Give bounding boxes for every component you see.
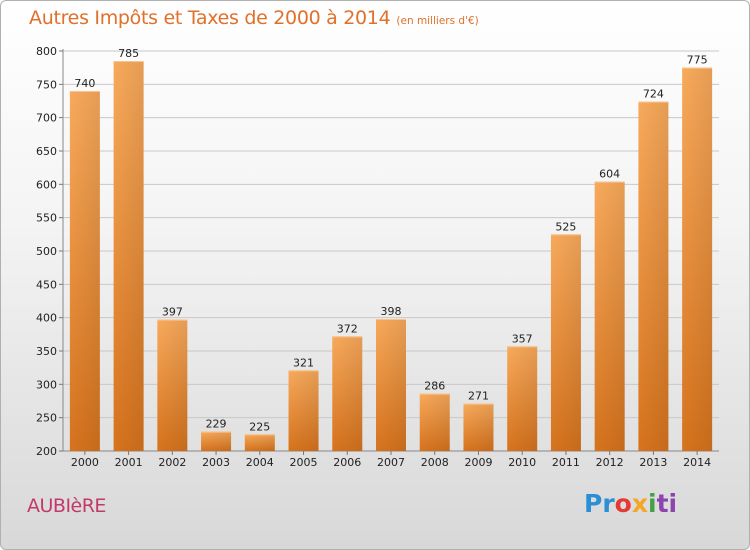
x-tick-label: 2000 <box>71 456 99 469</box>
bar-shade <box>332 336 363 451</box>
bar-group <box>638 101 669 452</box>
y-tick-label: 750 <box>36 78 57 91</box>
city-name: AUBIèRE <box>27 495 106 517</box>
data-label: 785 <box>118 47 139 60</box>
data-label: 271 <box>468 390 489 403</box>
x-tick-label: 2014 <box>683 456 711 469</box>
bar-group <box>244 434 275 451</box>
x-tick-label: 2010 <box>508 456 536 469</box>
data-label: 229 <box>206 418 227 431</box>
bar-shade <box>157 319 188 451</box>
x-tick-label: 2001 <box>115 456 143 469</box>
bar-shade <box>638 101 669 452</box>
chart-title-block: Autres Impôts et Taxes de 2000 à 2014 (en… <box>29 7 479 29</box>
y-tick-label: 250 <box>36 412 57 425</box>
brand-part: ti <box>656 489 678 518</box>
axes: 200 250 300 350 400 450 500 550 600 650 700 750 800 2… <box>36 45 719 469</box>
data-label: 397 <box>162 306 183 319</box>
x-tick-label: 2013 <box>639 456 667 469</box>
bar-group <box>376 319 406 451</box>
y-tick-label: 200 <box>36 445 57 458</box>
bar-group <box>332 336 363 451</box>
x-tick-label: 2002 <box>158 456 186 469</box>
y-tick-label: 300 <box>36 378 57 391</box>
bar-shade <box>201 431 232 451</box>
bar-shade <box>419 393 450 451</box>
bar-group <box>201 431 232 451</box>
x-tick-label: 2003 <box>202 456 230 469</box>
data-label: 740 <box>74 77 95 90</box>
chart-subtitle: (en milliers d'€) <box>396 15 479 27</box>
y-tick-label: 550 <box>36 212 57 225</box>
x-tick-label: 2004 <box>246 456 274 469</box>
bar-group <box>157 319 188 451</box>
bar-group <box>463 403 494 451</box>
y-tick-label: 800 <box>36 45 57 58</box>
data-label: 398 <box>381 305 402 318</box>
data-label: 357 <box>512 332 533 345</box>
x-tick-label: 2007 <box>377 456 405 469</box>
y-tick-label: 500 <box>36 245 57 258</box>
bar-shade <box>288 370 319 451</box>
data-label: 724 <box>643 88 664 101</box>
data-label: 372 <box>337 322 358 335</box>
data-labels: 740 785 397 229 225 321 372 398 286 271 357 525 604 7… <box>74 47 707 433</box>
brand-part: x <box>631 489 648 518</box>
bar-group <box>69 91 100 451</box>
x-tick-label: 2012 <box>596 456 624 469</box>
brand-part: Pr <box>584 489 615 518</box>
y-tick-label: 650 <box>36 145 57 158</box>
x-tick-label: 2008 <box>421 456 449 469</box>
x-tick-label: 2006 <box>333 456 361 469</box>
bar-shade <box>594 181 625 451</box>
brand-logo: Proxiti <box>584 489 677 518</box>
bar-group <box>288 370 319 451</box>
data-label: 775 <box>687 54 708 67</box>
bar-shade <box>69 91 100 451</box>
bar-group <box>682 67 713 452</box>
chart-title: Autres Impôts et Taxes de 2000 à 2014 <box>29 7 391 29</box>
bar-group <box>594 181 625 451</box>
data-label: 225 <box>249 420 270 433</box>
x-tick-label: 2005 <box>290 456 318 469</box>
brand-part: i <box>647 489 657 518</box>
data-label: 286 <box>424 380 445 393</box>
bar-shade <box>376 319 406 451</box>
data-label: 604 <box>599 168 620 181</box>
bar-shade <box>244 434 275 451</box>
bars <box>69 61 713 452</box>
bar-shade <box>682 67 713 452</box>
data-label: 525 <box>555 220 576 233</box>
brand-part: o <box>614 489 632 518</box>
bar-group <box>550 234 581 451</box>
bar-shade <box>550 234 581 451</box>
y-tick-label: 600 <box>36 178 57 191</box>
x-tick-label: 2011 <box>552 456 580 469</box>
bar-shade <box>113 61 144 451</box>
x-tick-label: 2009 <box>464 456 492 469</box>
y-tick-label: 450 <box>36 278 57 291</box>
y-tick-label: 700 <box>36 112 57 125</box>
bar-group <box>113 61 144 451</box>
bar-shade <box>463 403 494 451</box>
y-tick-label: 400 <box>36 312 57 325</box>
data-label: 321 <box>293 356 314 369</box>
bar-group <box>419 393 450 451</box>
bar-group <box>507 346 538 451</box>
y-tick-label: 350 <box>36 345 57 358</box>
bar-shade <box>507 346 538 451</box>
